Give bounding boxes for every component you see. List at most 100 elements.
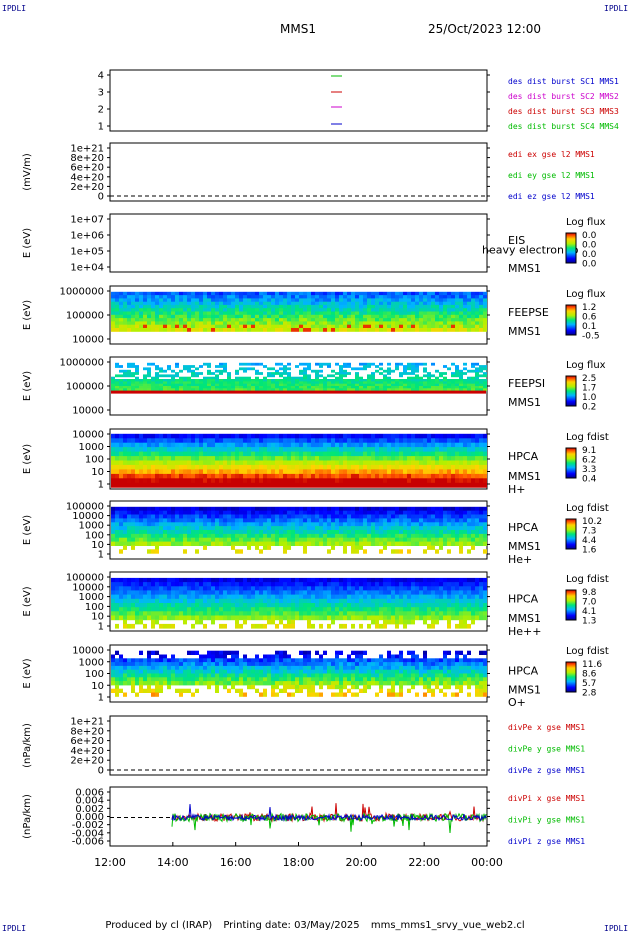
y-tick-label-1-2: 6e+20 [70, 163, 104, 174]
instrument-label-8-2: O+ [508, 696, 526, 709]
y-tick-label-5-3: 10 [91, 467, 104, 478]
colorbar-4 [565, 375, 577, 407]
y-tick-label-6-3: 100 [85, 530, 104, 541]
instrument-label-7-2: He++ [508, 625, 541, 638]
legend-entry-1-2: edi ez gse l2 MMS1 [508, 192, 595, 201]
colorbar-3 [565, 304, 577, 336]
corner-label-bottom-right: IPDLI [604, 924, 629, 933]
colorbar-tick-4-2: 1.0 [582, 393, 597, 403]
y-tick-label-8-1: 1000 [79, 657, 104, 668]
panel-frame-0 [109, 69, 488, 132]
y-tick-label-5-4: 1 [98, 480, 104, 491]
colorbar-tick-4-3: 0.2 [582, 403, 596, 413]
colorbar-tick-4-1: 1.7 [582, 384, 596, 394]
colorbar-title-3: Log flux [566, 289, 606, 300]
colorbar-tick-7-3: 1.3 [582, 617, 596, 627]
legend-entry-9-1: divPe y gse MMS1 [508, 745, 585, 754]
colorbar-7 [565, 589, 577, 621]
colorbar-8 [565, 661, 577, 693]
colorbar-tick-7-2: 4.1 [582, 607, 596, 617]
y-tick-label-1-1: 8e+20 [70, 153, 104, 164]
y-tick-label-5-2: 100 [85, 455, 104, 466]
colorbar-tick-8-1: 8.6 [582, 670, 597, 680]
instrument-label-7-1: MMS1 [508, 612, 541, 625]
y-tick-label-8-4: 1 [98, 693, 104, 704]
y-tick-label-8-3: 10 [91, 681, 104, 692]
y-tick-label-10-4: -0.002 [72, 820, 104, 831]
colorbar-tick-2-2: 0.0 [582, 250, 597, 260]
y-tick-label-0-2: 2 [98, 105, 104, 116]
y-tick-label-8-0: 10000 [72, 646, 104, 657]
y-tick-label-4-1: 100000 [66, 382, 104, 393]
y-tick-label-2-2: 1e+05 [70, 247, 104, 258]
y-tick-label-6-2: 1000 [79, 521, 104, 532]
colorbar-title-6: Log fdist [566, 503, 609, 514]
y-tick-label-0-3: 1 [98, 122, 104, 133]
panel-frame-9 [109, 715, 488, 776]
colorbar-2 [565, 232, 577, 264]
corner-label-top-left: IPDLI [2, 4, 27, 13]
footer: Produced by cl (IRAP) Printing date: 03/… [0, 920, 630, 931]
y-tick-label-7-4: 10 [91, 612, 104, 623]
y-tick-label-9-3: 4e+20 [70, 746, 104, 757]
colorbar-tick-3-0: 1.2 [582, 303, 596, 313]
instrument-label-8-1: MMS1 [508, 683, 541, 696]
colorbar-tick-2-1: 0.0 [582, 241, 597, 251]
y-axis-label-1: (mV/m) [22, 153, 33, 191]
y-tick-label-7-2: 1000 [79, 592, 104, 603]
corner-label-bottom-left: IPDLI [2, 924, 27, 933]
legend-entry-0-3: des dist burst SC4 MMS4 [508, 122, 619, 131]
y-tick-label-10-3: 0.000 [75, 812, 104, 823]
x-tick-label-5: 22:00 [408, 856, 440, 869]
instrument-label-5-0: HPCA [508, 450, 539, 463]
y-tick-label-6-0: 100000 [66, 502, 104, 513]
y-tick-label-10-2: 0.002 [75, 804, 104, 815]
y-tick-label-4-2: 10000 [72, 406, 104, 417]
y-tick-label-6-4: 10 [91, 540, 104, 551]
instrument-label-6-2: He+ [508, 553, 532, 566]
y-tick-label-6-1: 10000 [72, 511, 104, 522]
y-axis-label-2: E (eV) [22, 228, 33, 258]
y-tick-label-10-5: -0.004 [72, 828, 104, 839]
legend-entry-1-0: edi ex gse l2 MMS1 [508, 150, 595, 159]
y-tick-label-6-5: 1 [98, 550, 104, 561]
instrument-label-4-0: FEEPSI [508, 377, 545, 390]
y-tick-label-3-0: 1000000 [59, 287, 104, 298]
y-tick-label-7-0: 100000 [66, 573, 104, 584]
corner-label-top-right: IPDLI [604, 4, 629, 13]
y-tick-label-1-0: 1e+21 [70, 144, 104, 155]
y-tick-label-1-5: 0 [98, 192, 104, 203]
y-tick-label-2-1: 1e+06 [70, 231, 104, 242]
instrument-label-5-2: H+ [508, 483, 526, 496]
footer-printing-date: Printing date: 03/May/2025 [223, 920, 360, 931]
colorbar-tick-7-0: 9.8 [582, 588, 597, 598]
colorbar-tick-5-2: 3.3 [582, 465, 596, 475]
y-tick-label-7-5: 1 [98, 622, 104, 633]
colorbar-tick-6-0: 10.2 [582, 517, 602, 527]
colorbar-title-4: Log flux [566, 360, 606, 371]
y-axis-label-10: (nPa/km) [22, 794, 33, 839]
y-tick-label-7-1: 10000 [72, 582, 104, 593]
y-tick-label-9-4: 2e+20 [70, 756, 104, 767]
legend-entry-10-2: divPi z gse MMS1 [508, 837, 585, 846]
panel-frame-1 [109, 142, 488, 202]
footer-produced: Produced by cl (IRAP) [105, 920, 213, 931]
divpi-series-2 [171, 804, 487, 822]
instrument-label-2-0: EIS [508, 234, 525, 247]
legend-entry-0-1: des dist burst SC2 MMS2 [508, 92, 619, 101]
y-tick-label-1-3: 4e+20 [70, 172, 104, 183]
y-tick-label-3-1: 100000 [66, 311, 104, 322]
y-tick-label-5-1: 1000 [79, 442, 104, 453]
colorbar-tick-5-1: 6.2 [582, 456, 596, 466]
y-tick-label-4-0: 1000000 [59, 358, 104, 369]
footer-file: mms_mms1_srvy_vue_web2.cl [370, 920, 525, 931]
y-tick-label-0-1: 3 [98, 88, 104, 99]
legend-entry-1-1: edi ey gse l2 MMS1 [508, 171, 595, 180]
colorbar-tick-6-1: 7.3 [582, 527, 596, 537]
legend-entry-10-0: divPi x gse MMS1 [508, 794, 585, 803]
colorbar-tick-3-2: 0.1 [582, 322, 596, 332]
y-axis-label-7: E (eV) [22, 586, 33, 616]
y-tick-label-8-2: 100 [85, 669, 104, 680]
y-axis-label-4: E (eV) [22, 371, 33, 401]
colorbar-5 [565, 447, 577, 479]
